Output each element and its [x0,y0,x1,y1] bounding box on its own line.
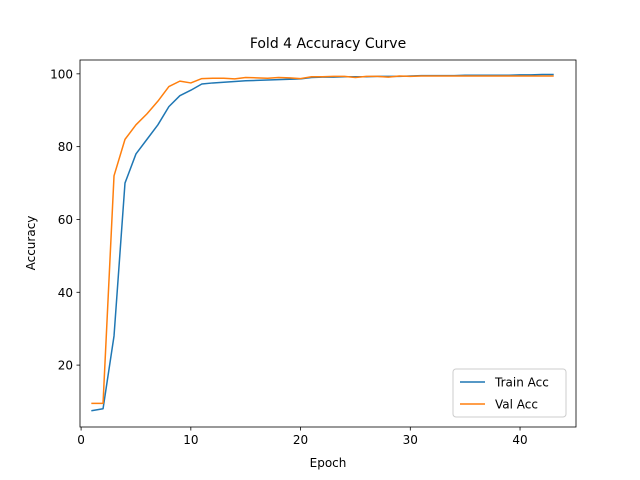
legend-box [452,368,567,418]
axes-frame [79,59,577,428]
x-tick-label: 10 [183,433,198,447]
x-axis-label: Epoch [310,456,347,470]
legend-label: Val Acc [495,398,538,412]
y-tick-label: 20 [58,359,73,373]
y-tick-label: 60 [58,213,73,227]
chart-title: Fold 4 Accuracy Curve [250,36,406,52]
plot-area: 0 10 20 30 40 20 40 60 80 100 [50,59,577,447]
y-tick-label: 80 [58,140,73,154]
legend-label: Train Acc [494,376,549,390]
x-tick-label: 20 [293,433,308,447]
y-axis-label: Accuracy [24,216,38,271]
x-tick-label: 0 [77,433,85,447]
y-tick-label: 40 [58,286,73,300]
x-tick-label: 40 [512,433,527,447]
legend: Train Acc Val Acc [452,368,567,418]
y-tick-label: 100 [50,67,73,81]
x-tick-label: 30 [403,433,418,447]
series-line-val-acc [91,75,554,405]
